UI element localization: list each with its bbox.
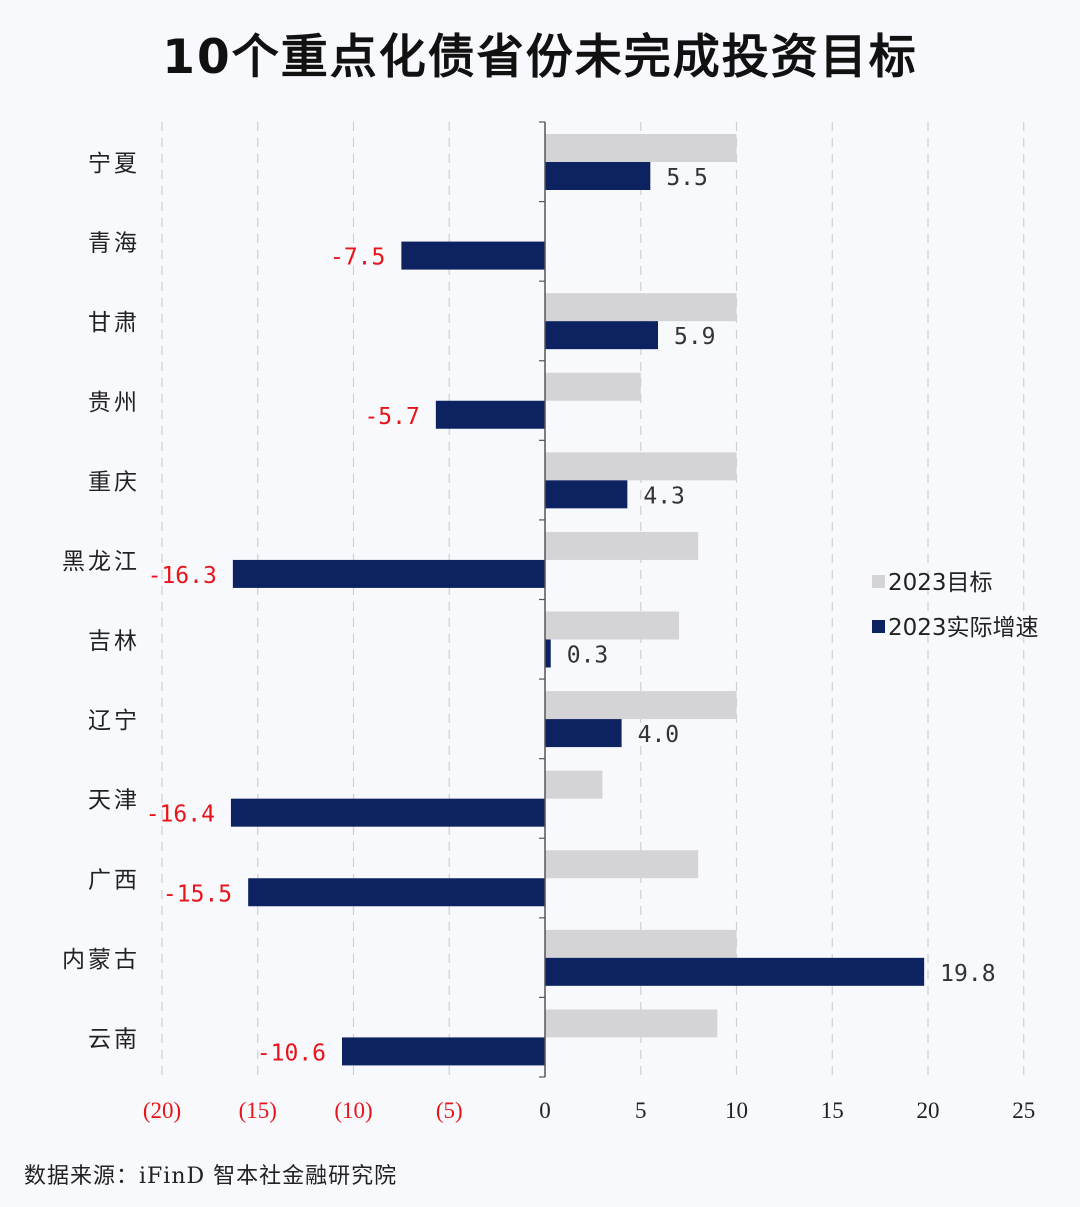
target-bar [545,1009,718,1038]
data-label: 4.3 [643,483,685,509]
bars [230,134,925,1066]
target-bar [545,691,737,720]
axes [539,121,546,1078]
actual-bar [248,878,546,907]
target-bar [545,372,641,401]
category-label: 贵州 [88,390,140,416]
data-label: 5.9 [674,324,716,350]
actual-bar [545,480,628,509]
category-label: 青海 [88,231,140,257]
x-tick-label: 5 [635,1098,647,1123]
data-label: -7.5 [330,245,385,271]
labels: (20) (15) (10) (5) 0 5 10 15 20 25 宁夏 5.5 青海 -7.5 甘肃 5.… [62,151,1035,1123]
x-tick-label: (5) [436,1098,463,1123]
data-label: -5.7 [364,404,419,430]
category-label: 辽宁 [88,708,140,734]
target-bar [545,929,737,958]
target-bar [545,452,737,481]
data-label: -10.6 [257,1040,326,1066]
category-label: 重庆 [88,469,140,495]
actual-bar [545,719,622,748]
legend-label: 2023目标 [888,570,993,596]
target-bar [545,531,699,560]
data-label: 5.5 [666,165,708,191]
category-label: 吉林 [88,629,140,655]
x-tick-label: 25 [1012,1098,1035,1123]
actual-bar [342,1037,545,1066]
x-tick-label: (15) [239,1098,277,1123]
actual-bar [545,162,651,190]
legend-swatch [872,575,885,588]
x-tick-label: (20) [143,1098,181,1123]
x-tick-label: 0 [539,1098,551,1123]
data-label: -15.5 [163,881,232,907]
legend-label: 2023实际增速 [888,615,1039,641]
x-tick-label: 10 [725,1098,748,1123]
legend-swatch [872,620,885,633]
target-bar [545,293,737,322]
target-bar [545,611,680,640]
actual-bar [230,798,545,827]
x-tick-label: 20 [917,1098,940,1123]
category-label: 天津 [88,788,140,814]
actual-bar [232,559,546,588]
actual-bar [435,400,545,429]
category-label: 甘肃 [88,310,140,336]
data-label: 19.8 [940,961,995,987]
actual-bar [545,957,925,986]
category-label: 内蒙古 [62,947,140,973]
data-label: 4.0 [638,722,680,748]
chart-title: 10个重点化债省份未完成投资目标 [162,30,918,85]
actual-bar [545,321,658,350]
category-label: 黑龙江 [62,549,140,575]
category-label: 广西 [88,867,140,893]
actual-bar [545,639,551,668]
actual-bar [401,241,545,270]
data-label: 0.3 [567,643,609,669]
x-tick-label: (10) [334,1098,372,1123]
category-label: 宁夏 [88,151,140,177]
x-tick-label: 15 [821,1098,844,1123]
category-label: 云南 [88,1026,140,1052]
target-bar [545,850,699,879]
target-bar [545,770,603,799]
data-label: -16.3 [148,563,217,589]
data-label: -16.4 [146,802,215,828]
legend: 2023目标 2023实际增速 [872,570,1039,641]
source-note: 数据来源：iFinD 智本社金融研究院 [24,1164,398,1189]
target-bar [545,134,737,162]
